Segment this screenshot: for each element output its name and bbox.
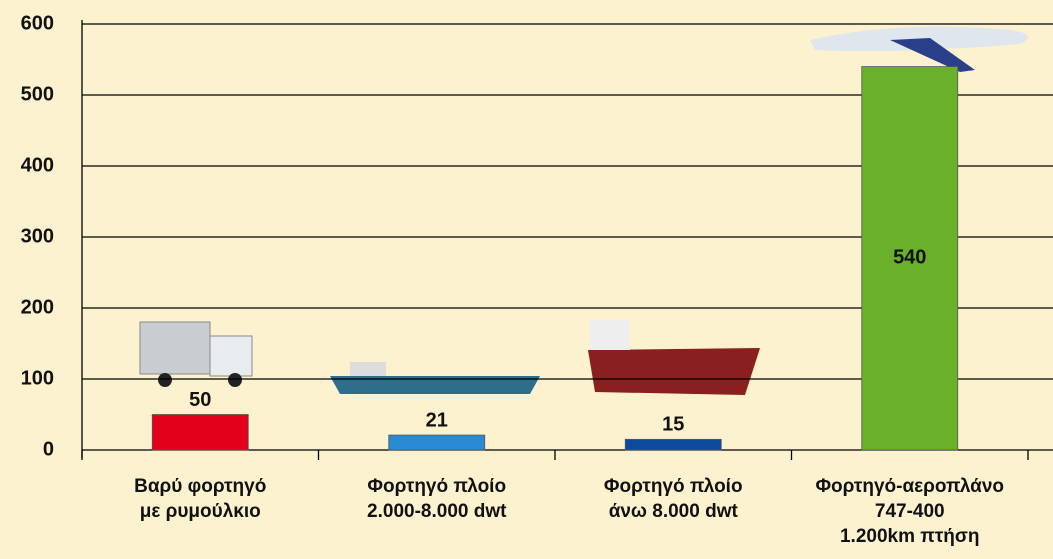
truck-wheel: [228, 373, 242, 387]
y-tick-label: 300: [21, 225, 54, 247]
bar: [152, 415, 248, 451]
x-tick-label: Φορτηγό πλοίο άνω 8.000 dwt: [555, 474, 791, 524]
x-tick-label: Φορτηγό πλοίο 2.000-8.000 dwt: [319, 474, 555, 524]
truck-illustration: [140, 322, 210, 374]
bar: [389, 435, 485, 450]
y-tick-label: 0: [43, 438, 54, 460]
value-label: 540: [893, 247, 926, 269]
chart: 0 100 200 300 400 500 600 50 21 15 540 Βαρύ φορτηγ…: [0, 0, 1053, 559]
ship-bridge: [590, 320, 630, 350]
y-tick-label: 500: [21, 83, 54, 105]
y-tick-label: 200: [21, 296, 54, 318]
x-tick-label: Βαρύ φορτηγό με ρυμούλκιο: [82, 474, 318, 524]
value-label: 21: [426, 409, 448, 431]
value-label: 15: [662, 414, 684, 436]
ship-illustration: [588, 348, 760, 395]
ship-bridge: [350, 362, 386, 376]
value-label: 50: [189, 389, 211, 411]
truck-wheel: [158, 373, 172, 387]
bar: [625, 439, 721, 450]
x-tick-label: Φορτηγό-αεροπλάνο 747-400 1.200km πτήση: [792, 474, 1028, 549]
truck-cab: [210, 336, 252, 376]
y-tick-label: 100: [21, 367, 54, 389]
y-tick-label: 600: [21, 12, 54, 34]
y-tick-label: 400: [21, 154, 54, 176]
